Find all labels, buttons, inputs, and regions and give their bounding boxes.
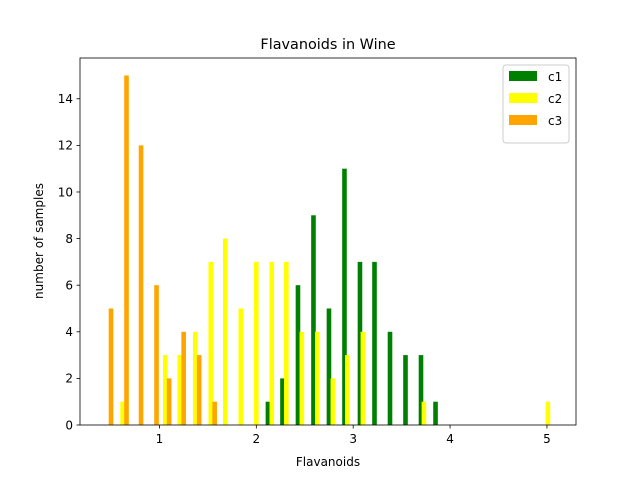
bar-c1-8 <box>387 331 393 425</box>
legend-swatch-c2 <box>509 93 537 103</box>
bar-c2-1 <box>162 355 168 425</box>
x-tick-label-3: 3 <box>349 432 357 446</box>
bar-c1-10 <box>418 355 424 425</box>
bar-c2-12 <box>330 378 336 425</box>
bar-c3-4 <box>166 378 172 425</box>
y-axis-label: number of samples <box>32 183 46 299</box>
legend-swatch-c3 <box>509 115 537 125</box>
bar-c2-4 <box>208 261 214 425</box>
bar-c2-10 <box>299 331 305 425</box>
bar-c3-6 <box>196 355 202 425</box>
bar-c1-5 <box>342 168 347 425</box>
legend-label-c1: c1 <box>548 70 562 84</box>
y-tick-label-0: 0 <box>65 418 73 432</box>
y-tick-label-2: 2 <box>65 372 73 386</box>
y-tick-label-12: 12 <box>58 139 73 153</box>
bar-c2-9 <box>284 261 289 425</box>
bar-c1-6 <box>357 261 363 425</box>
bar-c1-3 <box>311 215 316 425</box>
plot-frame <box>79 57 577 426</box>
bar-c3-7 <box>212 401 217 425</box>
legend-label-c2: c2 <box>548 92 562 106</box>
bar-c1-4 <box>326 308 332 425</box>
bar-c2-0 <box>120 401 125 425</box>
x-axis-label: Flavanoids <box>296 455 360 469</box>
bar-c2-11 <box>315 331 320 425</box>
y-tick-label-4: 4 <box>65 325 73 339</box>
bar-c2-3 <box>192 331 198 425</box>
bar-c2-15 <box>421 401 427 425</box>
bar-c2-16 <box>545 401 551 425</box>
bar-c2-7 <box>254 261 259 425</box>
bar-c3-5 <box>181 331 186 425</box>
legend: c1 c2 c3 <box>502 64 570 144</box>
bar-c2-14 <box>360 331 366 425</box>
plot-area <box>108 75 551 425</box>
bar-c2-6 <box>238 308 244 425</box>
bar-c1-2 <box>295 285 301 425</box>
legend-label-c3: c3 <box>548 114 562 128</box>
bar-c2-8 <box>269 261 275 425</box>
legend-swatch-c1 <box>509 71 537 81</box>
chart-title: Flavanoids in Wine <box>260 37 395 53</box>
bar-c3-1 <box>124 75 129 425</box>
bar-c1-7 <box>372 261 377 425</box>
y-tick-label-6: 6 <box>65 278 73 292</box>
x-tick-label-1: 1 <box>156 432 164 446</box>
bar-c3-3 <box>154 285 159 425</box>
x-tick-label-2: 2 <box>252 432 260 446</box>
bar-c3-2 <box>138 145 144 425</box>
y-tick-label-10: 10 <box>58 185 73 199</box>
x-tick-label-5: 5 <box>543 432 551 446</box>
y-tick-label-14: 14 <box>58 92 73 106</box>
bar-c2-5 <box>223 238 228 425</box>
bar-c1-11 <box>433 401 438 425</box>
x-tick-label-4: 4 <box>446 432 454 446</box>
bar-c1-9 <box>403 355 408 425</box>
y-tick-label-8: 8 <box>65 232 73 246</box>
bar-c1-1 <box>280 378 285 425</box>
bar-c2-13 <box>345 355 350 425</box>
bar-c3-0 <box>108 308 114 425</box>
bar-c1-0 <box>265 401 271 425</box>
bar-c2-2 <box>177 355 183 425</box>
